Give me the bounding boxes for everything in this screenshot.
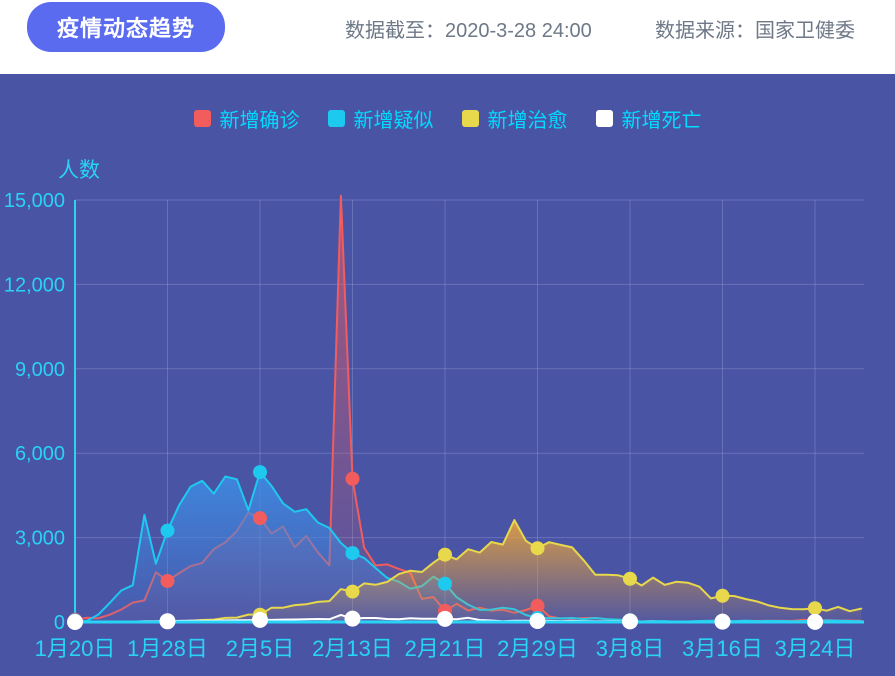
data-point-confirmed-2月13日[interactable] — [345, 471, 360, 486]
trend-chart-section: 新增确诊 新增疑似 新增治愈 新增死亡 人数 0 3,000 6,000 9,000 12,0… — [0, 74, 895, 676]
series-area-cured — [75, 520, 862, 622]
data-source-label: 数据来源： — [655, 20, 755, 42]
data-point-confirmed-2月29日[interactable] — [530, 598, 545, 613]
x-tick-label: 1月20日 — [35, 636, 116, 661]
legend-label-confirmed: 新增确诊 — [219, 110, 300, 132]
legend-swatch-confirmed — [193, 110, 211, 127]
legend-swatch-cured — [461, 110, 479, 127]
data-point-death-2月13日[interactable] — [344, 610, 361, 627]
data-point-suspected-1月28日[interactable] — [160, 523, 175, 538]
data-point-cured-3月16日[interactable] — [715, 588, 730, 603]
chart-canvas: 0 3,000 6,000 9,000 12,000 15,000 1月20日 1月28日 2月… — [4, 190, 864, 661]
y-tick-label: 15,000 — [4, 190, 65, 212]
legend-label-death: 新增死亡 — [621, 110, 702, 132]
data-point-death-2月21日[interactable] — [437, 610, 453, 627]
y-tick-label: 3,000 — [15, 528, 65, 550]
x-tick-label: 3月24日 — [775, 636, 856, 661]
data-point-cured-2月29日[interactable] — [530, 541, 545, 556]
data-point-cured-3月24日[interactable] — [808, 601, 822, 616]
page-title: 疫情动态趋势 — [27, 2, 226, 52]
data-point-cured-3月8日[interactable] — [623, 571, 637, 586]
x-tick-label: 1月28日 — [127, 636, 208, 661]
legend-swatch-death — [595, 110, 613, 127]
legend-item-cured[interactable]: 新增治愈 — [461, 104, 568, 133]
data-point-death-2月5日[interactable] — [252, 611, 268, 628]
header: 疫情动态趋势 数据截至：2020-3-28 24:00 数据来源：国家卫健委 — [0, 0, 895, 74]
x-tick-label: 2月29日 — [497, 636, 578, 661]
data-source-value: 国家卫健委 — [755, 20, 855, 42]
x-tick-label: 3月16日 — [682, 636, 763, 661]
data-point-death-3月16日[interactable] — [714, 613, 731, 630]
data-point-cured-2月21日[interactable] — [438, 547, 452, 562]
y-axis-title: 人数 — [58, 159, 100, 182]
data-point-confirmed-2月5日[interactable] — [253, 511, 267, 526]
data-cutoff-label: 数据截至： — [345, 20, 445, 42]
legend-item-suspected[interactable]: 新增疑似 — [327, 104, 434, 133]
data-point-death-1月28日[interactable] — [159, 613, 176, 630]
legend-swatch-suspected — [327, 110, 345, 127]
x-tick-label: 2月5日 — [226, 636, 294, 661]
data-point-confirmed-1月28日[interactable] — [160, 574, 175, 588]
data-point-suspected-2月5日[interactable] — [253, 465, 267, 480]
y-tick-label: 12,000 — [4, 274, 65, 296]
x-tick-label: 2月21日 — [405, 636, 486, 661]
x-tick-label: 3月8日 — [596, 636, 664, 661]
data-point-death-3月24日[interactable] — [807, 613, 823, 630]
data-point-suspected-2月13日[interactable] — [345, 546, 360, 561]
data-point-suspected-2月21日[interactable] — [438, 576, 452, 591]
legend-item-death[interactable]: 新增死亡 — [595, 104, 702, 133]
series-area-suspected — [75, 472, 862, 622]
y-tick-label: 0 — [54, 612, 65, 634]
chart-legend: 新增确诊 新增疑似 新增治愈 新增死亡 — [0, 104, 895, 133]
x-tick-label: 2月13日 — [312, 636, 393, 661]
y-tick-label: 9,000 — [15, 359, 65, 381]
data-point-death-3月8日[interactable] — [622, 613, 638, 630]
data-point-death-2月29日[interactable] — [529, 613, 546, 629]
data-point-cured-2月13日[interactable] — [345, 584, 360, 599]
legend-item-confirmed[interactable]: 新增确诊 — [193, 104, 300, 133]
legend-label-suspected: 新增疑似 — [353, 110, 434, 132]
data-cutoff-value: 2020-3-28 24:00 — [445, 20, 592, 42]
data-point-death-1月20日[interactable] — [67, 614, 83, 630]
y-tick-label: 6,000 — [15, 443, 65, 465]
legend-label-cured: 新增治愈 — [487, 110, 568, 132]
data-cutoff: 数据截至：2020-3-28 24:00 — [345, 14, 592, 43]
data-source: 数据来源：国家卫健委 — [655, 14, 855, 43]
